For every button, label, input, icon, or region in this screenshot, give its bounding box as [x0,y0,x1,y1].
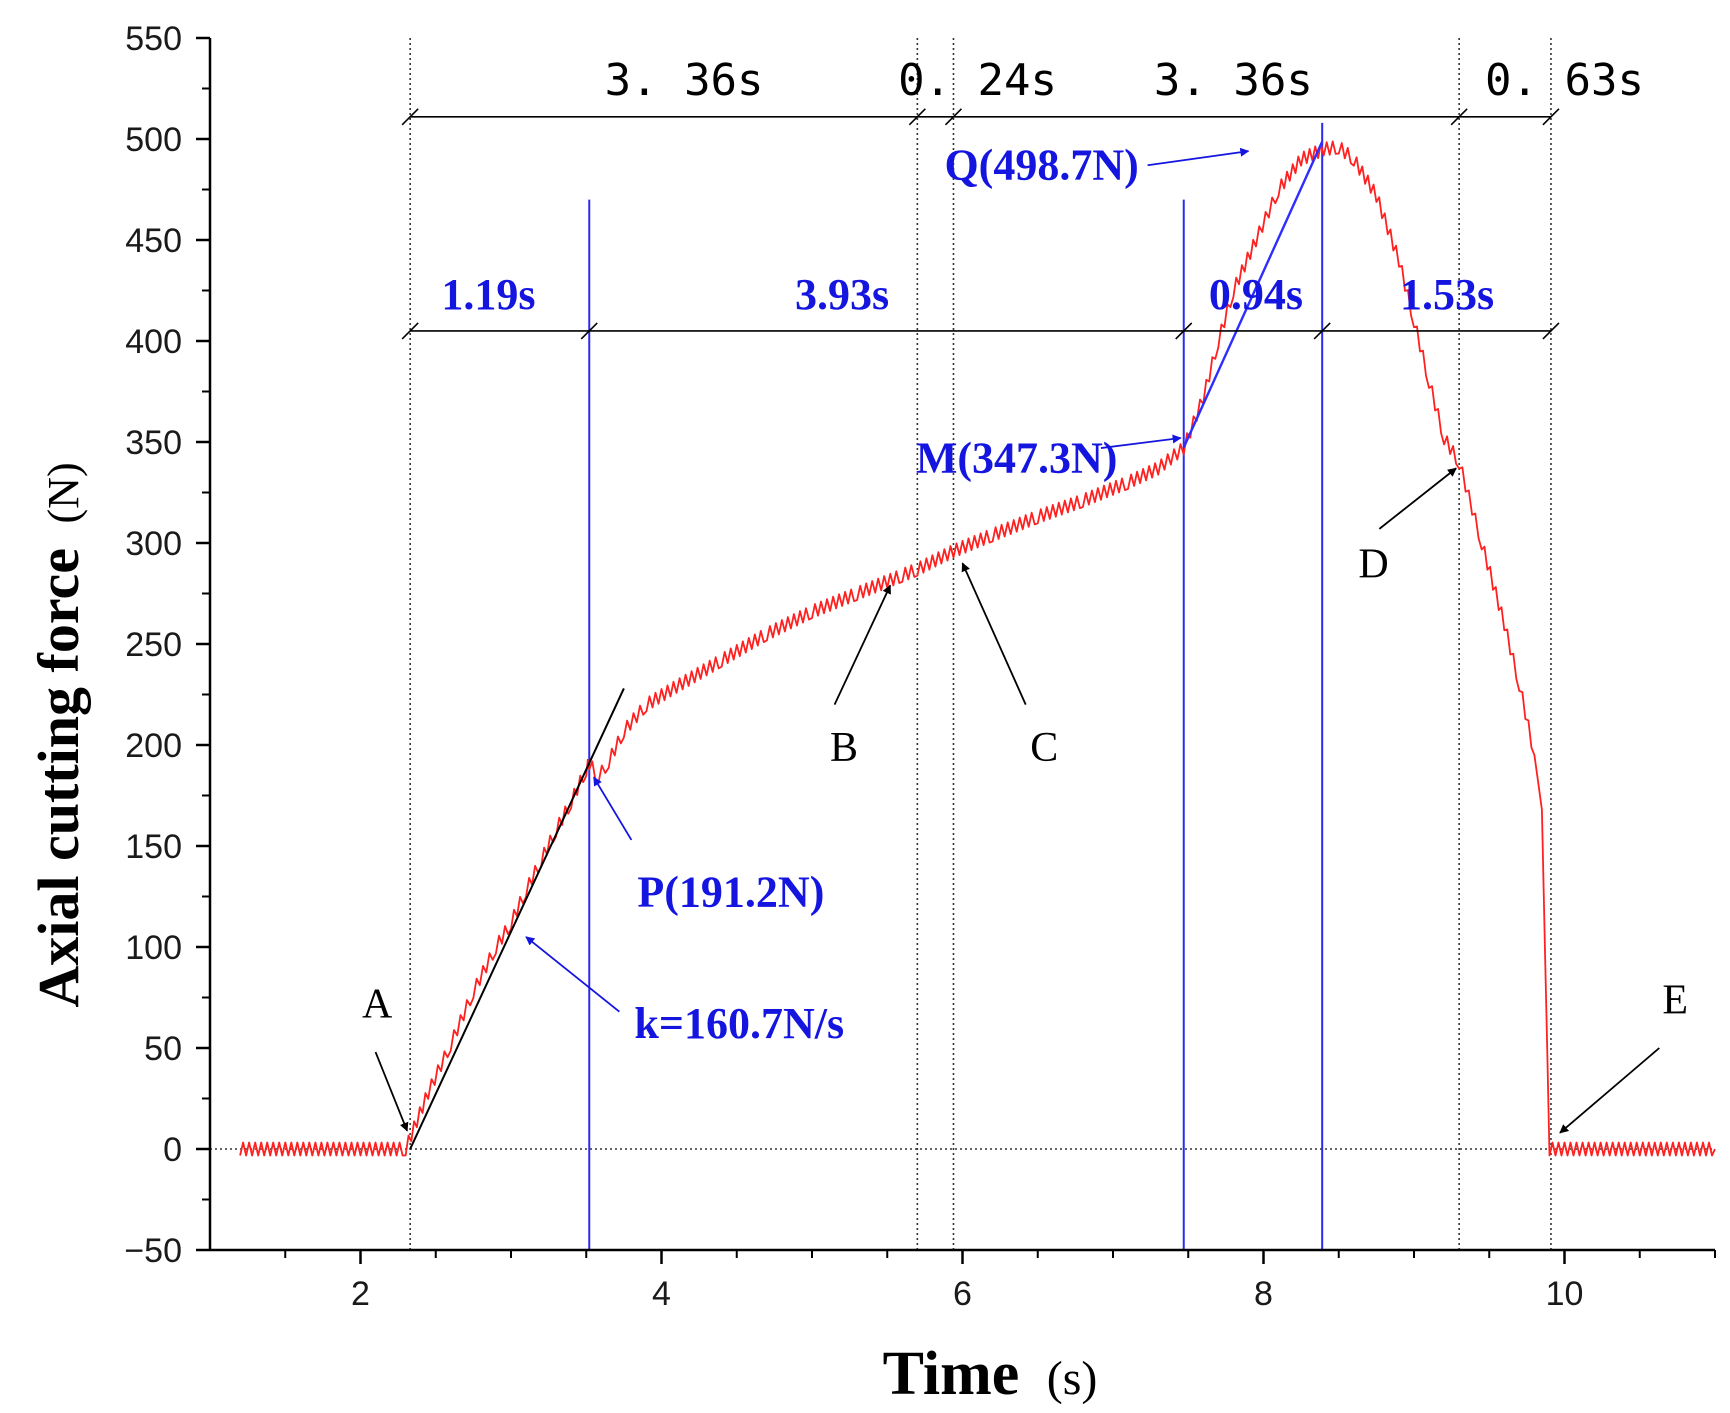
y-tick-label-5: 200 [125,727,182,765]
dim-bottom-tick-0 [401,322,419,340]
y-tick-label-9: 400 [125,323,182,361]
x-tick-label-0: 2 [351,1275,370,1313]
dim-top-tick-2 [944,108,963,126]
annotation-arrow-0 [374,1051,409,1132]
rise-line [1182,141,1324,448]
annotation-label-6: k=160.7N/s [634,999,844,1048]
dim-bottom-label-1: 3.93s [795,270,889,319]
annotation-label-8: Q(498.7N) [944,140,1138,189]
reference-lines [210,38,1715,1250]
annotation-arrow-8 [1147,147,1250,167]
y-tick-label-12: 550 [125,20,182,58]
series-line-0 [239,140,1716,1157]
annotation-arrow-7 [1100,434,1182,449]
tangent-line [409,688,625,1150]
annotation-arrow-4 [1559,1047,1660,1134]
annotation-arrow-6 [525,936,620,1013]
series-layer [239,140,1716,1157]
x-axis-title-main: Time [883,1340,1020,1408]
annotation-label-1: B [830,725,858,771]
y-axis-title: Axial cutting force (N) [26,462,91,1007]
dim-top-tick-0 [401,108,419,126]
dim-bottom-tick-3 [1313,322,1331,340]
y-tick-label-6: 250 [125,626,182,664]
x-tick-label-3: 8 [1254,1275,1273,1313]
y-tick-label-0: −50 [124,1232,182,1270]
duration-dimensions: 3. 36s 0. 24s 3. 36s 0. 63s 1.19s 3.93s 0.94s 1… [401,55,1644,340]
x-tick-label-1: 4 [652,1275,671,1313]
dim-top-label-3: 0. 63s [1485,55,1644,106]
y-tick-label-10: 450 [125,222,182,260]
x-tick-label-2: 6 [953,1275,972,1313]
dim-bottom-label-2: 0.94s [1209,270,1303,319]
dim-bottom-label-3: 1.53s [1400,270,1494,319]
dim-bottom-label-0: 1.19s [441,270,535,319]
x-tick-label-4: 10 [1546,1275,1584,1313]
x-axis-title-unit: (s) [1047,1352,1098,1405]
dim-bottom-tick-4 [1542,322,1560,340]
dim-top-label-1: 0. 24s [898,55,1057,106]
y-tick-label-2: 50 [144,1030,182,1068]
dim-top-tick-4 [1542,108,1560,126]
y-tick-label-1: 0 [163,1131,182,1169]
annotation-label-7: M(347.3N) [916,433,1118,482]
dim-bottom-tick-1 [580,322,598,340]
annotation-label-2: C [1030,725,1058,771]
annotation-label-3: D [1358,541,1388,587]
dim-top-label-0: 3. 36s [605,55,764,106]
dim-top-tick-1 [908,108,926,126]
y-tick-label-8: 350 [125,424,182,462]
axes: −50 0 50 100 150 200 250 300 350 400 450 500 550 2 4 6 8… [124,20,1716,1313]
annotation-arrow-3 [1378,467,1457,530]
y-axis-title-unit: (N) [39,462,88,523]
x-axis-title: Time (s) [883,1340,1098,1408]
annotation-arrow-2 [961,562,1027,705]
dim-top-label-2: 3. 36s [1154,55,1313,106]
annotation-label-5: P(191.2N) [637,868,824,917]
y-tick-label-7: 300 [125,525,182,563]
annotations: A B C D E P(191.2N) k=160.7N/s M(347.3N) Q(498.7… [362,140,1688,1134]
annotation-arrow-1 [833,584,892,705]
annotation-label-4: E [1662,978,1688,1024]
y-tick-label-4: 150 [125,828,182,866]
annotation-label-0: A [362,982,393,1028]
y-tick-label-3: 100 [125,929,182,967]
dim-top-tick-3 [1450,108,1468,126]
dim-bottom-tick-2 [1175,322,1193,340]
y-axis-title-main: Axial cutting force [26,548,91,1008]
annotation-arrow-5 [593,776,633,841]
y-tick-label-11: 500 [125,121,182,159]
